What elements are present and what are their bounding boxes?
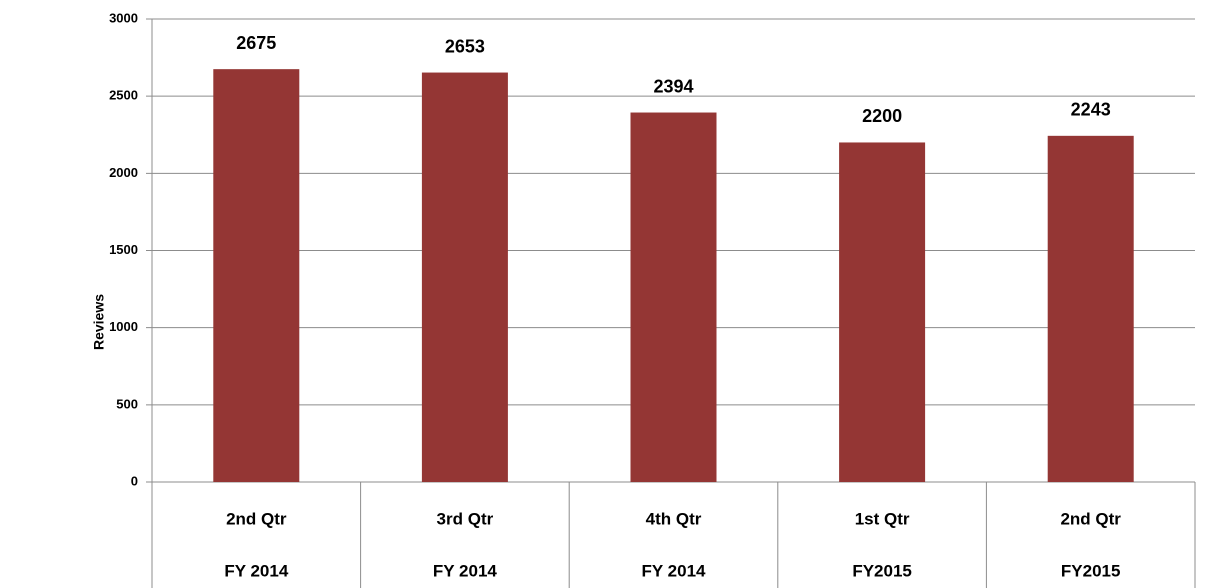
data-label: 2243	[1071, 100, 1111, 120]
data-label: 2200	[862, 106, 902, 126]
bar	[630, 112, 717, 482]
bar	[1047, 135, 1134, 483]
y-tick-label: 1500	[109, 242, 138, 257]
bar	[421, 72, 508, 483]
data-label: 2653	[445, 36, 485, 56]
bar	[839, 142, 926, 482]
x-tick-label: FY2015	[852, 561, 912, 580]
x-tick-label: 3rd Qtr	[437, 509, 494, 528]
x-tick-label: FY 2014	[224, 561, 289, 580]
data-label: 2394	[653, 76, 693, 96]
y-tick-label: 1000	[109, 319, 138, 334]
x-tick-label: FY 2014	[642, 561, 707, 580]
y-tick-label: 3000	[109, 10, 138, 25]
y-tick-label: 0	[131, 473, 138, 488]
y-tick-label: 2000	[109, 165, 138, 180]
x-tick-label: 4th Qtr	[646, 509, 702, 528]
y-tick-label: 500	[116, 396, 138, 411]
x-tick-label: 2nd Qtr	[226, 509, 287, 528]
y-axis-label: Reviews	[91, 294, 107, 350]
y-tick-label: 2500	[109, 88, 138, 103]
bar	[213, 69, 300, 483]
x-tick-label: 1st Qtr	[855, 509, 910, 528]
data-label: 2675	[236, 33, 276, 53]
x-tick-label: FY2015	[1061, 561, 1121, 580]
x-tick-label: FY 2014	[433, 561, 498, 580]
x-tick-label: 2nd Qtr	[1060, 509, 1121, 528]
